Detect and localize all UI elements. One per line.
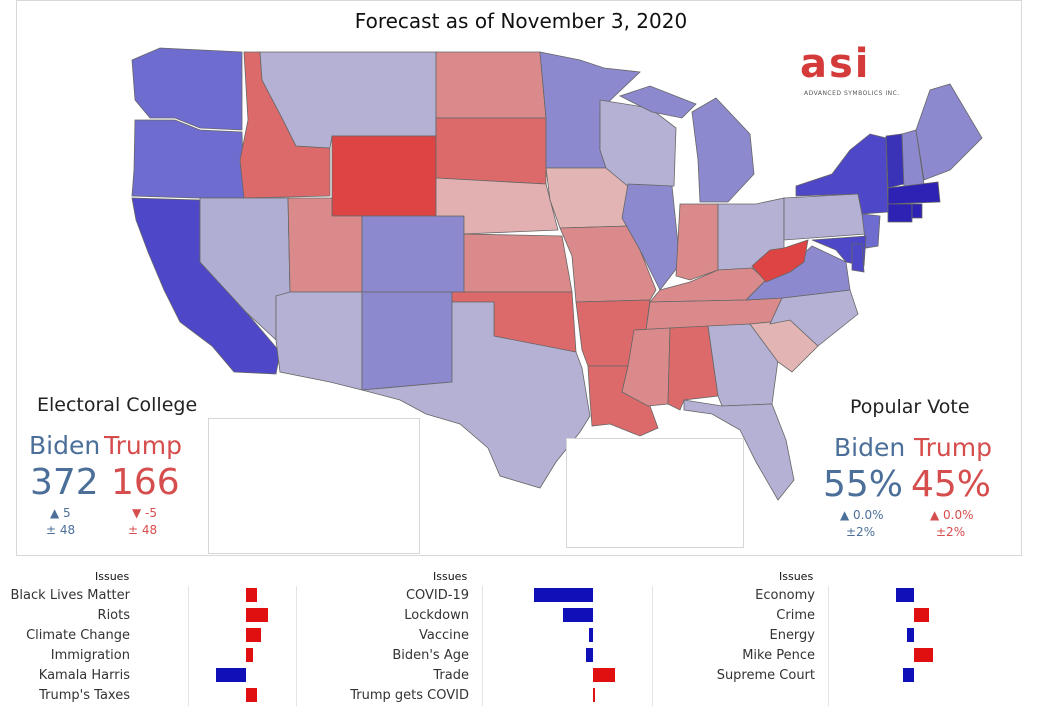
electoral-heading: Electoral College <box>37 394 198 416</box>
state-in <box>675 203 719 281</box>
state-ny <box>795 133 889 215</box>
issue-label: Energy <box>769 628 815 643</box>
popular-trump-margin: ±2% <box>936 525 966 539</box>
issue-bar <box>906 628 914 642</box>
electoral-trump-label: Trump <box>104 431 182 460</box>
issues-header: Issues <box>95 570 130 583</box>
issue-bar <box>593 668 616 682</box>
issue-label: Kamala Harris <box>38 668 130 683</box>
issue-bar <box>246 648 254 662</box>
issue-label: Black Lives Matter <box>10 588 130 603</box>
state-wy <box>331 135 437 217</box>
issue-label: Lockdown <box>404 608 469 623</box>
issue-label: Trade <box>433 668 469 683</box>
state-tx <box>361 301 591 489</box>
issues-header: Issues <box>779 570 814 583</box>
issue-label: Vaccine <box>419 628 469 643</box>
state-co <box>361 215 465 293</box>
state-nm <box>361 291 453 391</box>
issue-bar <box>585 648 593 662</box>
issues-header: Issues <box>433 570 468 583</box>
issue-label: Biden's Age <box>392 648 469 663</box>
issue-bar <box>563 608 593 622</box>
electoral-trump-value: 166 <box>111 462 180 503</box>
state-me <box>915 83 983 181</box>
state-ri <box>911 203 923 219</box>
electoral-biden-label: Biden <box>29 431 101 460</box>
issue-label: Economy <box>755 588 815 603</box>
popular-biden-change: ▲ 0.0% <box>840 508 884 522</box>
issues-panel-3: Issues Economy Crime Energy Mike Pence S… <box>652 566 1030 706</box>
issue-bar <box>593 688 595 702</box>
issue-bar <box>914 608 929 622</box>
issue-label: Riots <box>97 608 130 623</box>
issue-bar <box>246 588 258 602</box>
electoral-biden-value: 372 <box>30 462 99 503</box>
electoral-trump-change: ▼ -5 <box>132 506 158 520</box>
state-ma <box>887 181 941 205</box>
state-ks <box>463 233 573 293</box>
issues-axis <box>188 586 189 706</box>
alaska-inset <box>208 418 420 554</box>
state-az <box>275 291 363 391</box>
logo-subtitle: ADVANCED SYMBOLICS INC. <box>804 90 900 97</box>
state-ct <box>887 203 913 223</box>
issues-axis <box>652 586 653 706</box>
issues-axis <box>296 586 297 706</box>
issues-axis <box>828 586 829 706</box>
hawaii-inset <box>566 438 744 548</box>
electoral-biden-change: ▲ 5 <box>50 506 71 520</box>
electoral-biden-margin: ± 48 <box>46 523 76 537</box>
state-wv <box>751 239 809 283</box>
issue-bar <box>914 648 933 662</box>
issue-bar <box>902 668 914 682</box>
electoral-trump-margin: ± 48 <box>128 523 158 537</box>
state-or <box>131 119 245 199</box>
issues-axis <box>482 586 483 706</box>
issue-bar <box>246 688 258 702</box>
issue-bar <box>533 588 593 602</box>
state-vt <box>885 133 905 189</box>
popular-trump-change: ▲ 0.0% <box>930 508 974 522</box>
issues-panel-1: Issues Black Lives Matter Riots Climate … <box>0 566 340 706</box>
popular-trump-label: Trump <box>914 433 992 462</box>
popular-biden-value: 55% <box>823 464 904 505</box>
issue-bar <box>246 628 261 642</box>
issue-label: Trump gets COVID <box>350 688 469 703</box>
state-wa <box>131 47 243 131</box>
issue-label: COVID-19 <box>405 588 469 603</box>
state-pa <box>783 193 867 241</box>
issue-label: Supreme Court <box>716 668 815 683</box>
issue-label: Immigration <box>50 648 130 663</box>
state-fl <box>683 399 795 501</box>
issue-label: Trump's Taxes <box>39 688 130 703</box>
issue-label: Climate Change <box>26 628 130 643</box>
issue-bar <box>216 668 246 682</box>
popular-biden-margin: ±2% <box>846 525 876 539</box>
issue-label: Crime <box>776 608 815 623</box>
popular-biden-label: Biden <box>834 433 906 462</box>
issue-bar <box>895 588 914 602</box>
popular-trump-value: 45% <box>911 464 992 505</box>
logo-mark: asi <box>800 41 871 87</box>
popular-heading: Popular Vote <box>850 396 970 418</box>
state-de <box>851 243 865 273</box>
asi-logo: asi ADVANCED SYMBOLICS INC. <box>800 42 900 100</box>
page-title: Forecast as of November 3, 2020 <box>354 9 688 33</box>
issue-bar <box>589 628 593 642</box>
issue-label: Mike Pence <box>742 648 815 663</box>
state-mi <box>691 97 755 203</box>
issues-panel-2: Issues COVID-19 Lockdown Vaccine Biden's… <box>296 566 680 706</box>
state-mi-up <box>618 85 697 119</box>
state-nd <box>435 51 547 119</box>
issue-bar <box>246 608 269 622</box>
state-sd <box>435 117 547 185</box>
